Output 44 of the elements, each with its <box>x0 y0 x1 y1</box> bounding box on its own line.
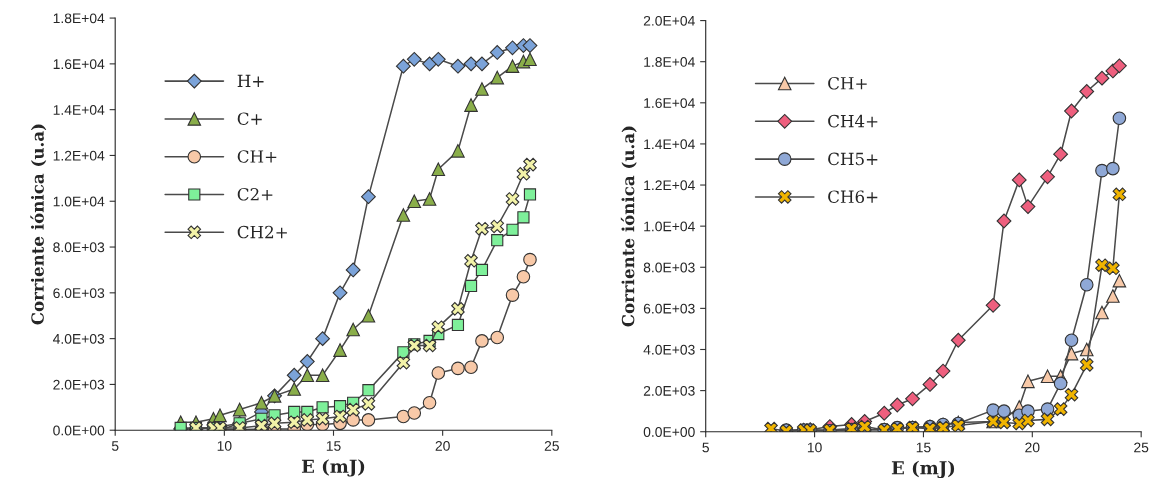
y-tick-label: 0.0E+00 <box>53 425 105 436</box>
y-tick-label: 1.2E+04 <box>53 150 105 161</box>
legend-label: CH+ <box>237 150 277 163</box>
y-tick-label: 2.0E+03 <box>53 379 105 390</box>
x-axis-title: E (mJ) <box>891 460 955 479</box>
y-tick-label: 1.4E+04 <box>53 104 105 115</box>
legend-label: CH+ <box>828 76 867 90</box>
legend-label: CH4+ <box>828 114 878 128</box>
y-tick-label: 1.2E+04 <box>644 180 695 191</box>
legend-label: CH5+ <box>828 152 878 166</box>
x-tick-label: 25 <box>544 441 559 451</box>
y-tick-label: 1.8E+04 <box>53 13 105 24</box>
y-tick-label: 1.0E+04 <box>644 221 695 232</box>
x-tick-label: 10 <box>217 441 232 451</box>
legend-label: H+ <box>237 74 264 87</box>
y-tick-label: 8.0E+03 <box>53 242 105 253</box>
x-axis-title: E (mJ) <box>301 459 365 477</box>
x-tick-label: 5 <box>702 442 709 453</box>
x-tick-label: 15 <box>326 441 341 451</box>
legend-label: C2+ <box>237 187 273 201</box>
y-tick-label: 0.0E+00 <box>643 427 695 437</box>
legend-label: CH6+ <box>828 190 878 203</box>
y-tick-label: 2.0E+04 <box>643 15 695 26</box>
y-axis-title: Corriente iónica (u.a) <box>30 124 47 325</box>
y-tick-label: 1.0E+04 <box>53 196 105 207</box>
y-tick-label: 6.0E+03 <box>53 288 105 298</box>
y-tick-label: 6.0E+03 <box>643 303 695 314</box>
x-tick-label: 20 <box>435 441 450 451</box>
x-tick-label: 25 <box>1134 442 1149 453</box>
x-tick-label: 20 <box>1025 442 1040 453</box>
y-tick-label: 4.0E+03 <box>643 344 695 355</box>
y-axis-title: Corriente iónica (u.a) <box>620 126 637 327</box>
y-tick-label: 1.4E+04 <box>644 139 695 150</box>
x-tick-label: 15 <box>916 442 931 453</box>
y-tick-label: 2.0E+03 <box>643 385 695 396</box>
y-tick-label: 1.6E+04 <box>53 59 105 70</box>
legend-label: CH2+ <box>237 225 287 239</box>
y-tick-label: 8.0E+03 <box>643 262 695 273</box>
y-tick-label: 1.6E+04 <box>644 98 695 108</box>
x-tick-label: 10 <box>807 442 822 453</box>
y-tick-label: 4.0E+03 <box>52 333 105 344</box>
y-tick-label: 1.8E+04 <box>644 57 695 67</box>
x-tick-label: 5 <box>111 441 119 451</box>
legend-label: C+ <box>237 112 262 125</box>
